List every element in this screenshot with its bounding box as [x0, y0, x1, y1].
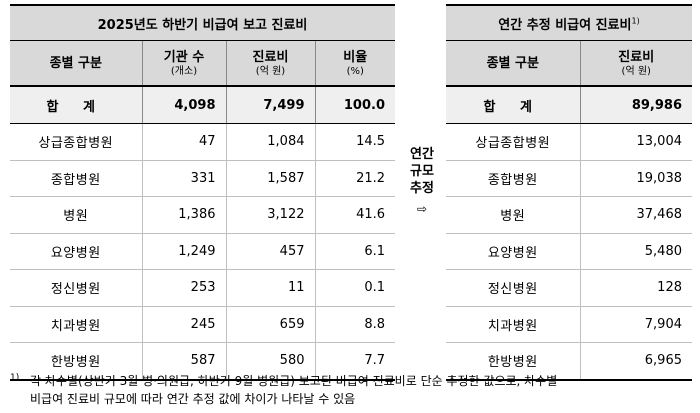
row-cost: 1,084: [225, 123, 315, 161]
table-row: 한방병원 587 580 7.7: [10, 342, 396, 381]
right-table-title: 연간 추정 비급여 진료비1): [446, 4, 692, 41]
table-row: 상급종합병원 47 1,084 14.5: [10, 123, 396, 161]
total-institutions: 4,098: [141, 86, 226, 124]
row-institutions: 47: [141, 123, 226, 161]
row-cost: 5,480: [579, 233, 692, 270]
table-row: 상급종합병원 13,004: [446, 123, 692, 161]
row-name: 상급종합병원: [10, 123, 142, 161]
footnote-ref: 1): [631, 16, 640, 26]
table-row: 요양병원 5,480: [446, 233, 692, 270]
total-cost: 7,499: [225, 86, 315, 124]
row-name: 한방병원: [446, 342, 580, 381]
header-institutions-label: 기관 수: [163, 49, 205, 65]
row-cost: 659: [225, 306, 315, 343]
right-total-row: 합 계 89,986: [446, 86, 692, 124]
row-ratio: 6.1: [314, 233, 396, 270]
table-row: 종합병원 19,038: [446, 160, 692, 197]
row-cost: 6,965: [579, 342, 692, 381]
right-arrow-icon: ⇨: [416, 202, 428, 216]
header-cost-unit: (억 원): [255, 65, 286, 77]
row-name: 치과병원: [446, 306, 580, 343]
header-institutions: 기관 수 (개소): [141, 40, 226, 87]
row-institutions: 253: [141, 269, 226, 307]
table-row: 요양병원 1,249 457 6.1: [10, 233, 396, 270]
row-cost: 128: [579, 269, 692, 307]
row-cost: 457: [225, 233, 315, 270]
row-name: 한방병원: [10, 342, 142, 381]
annual-label-line2: 규모: [410, 164, 434, 179]
half-year-cost-table: 2025년도 하반기 비급여 보고 진료비 종별 구분 기관 수 (개소) 진료…: [10, 4, 396, 381]
row-institutions: 331: [141, 160, 226, 197]
table-row: 한방병원 6,965: [446, 342, 692, 381]
table-row: 정신병원 128: [446, 269, 692, 307]
row-cost: 3,122: [225, 196, 315, 234]
right-table-title-text: 연간 추정 비급여 진료비: [498, 17, 632, 33]
row-cost: 13,004: [579, 123, 692, 161]
row-ratio: 8.8: [314, 306, 396, 343]
table-row: 정신병원 253 11 0.1: [10, 269, 396, 307]
annual-estimate-label: 연간 규모 추정 ⇨: [402, 146, 442, 218]
row-institutions: 1,249: [141, 233, 226, 270]
footnote-mark: 1): [10, 373, 20, 383]
table-row: 종합병원 331 1,587 21.2: [10, 160, 396, 197]
row-name: 종합병원: [10, 160, 142, 197]
footnote-line1: 각 차수별(상반기 3월 병·의원급, 하반기 9월 병원급) 보고된 비급여 …: [30, 374, 558, 388]
row-name: 종합병원: [446, 160, 580, 197]
row-name: 요양병원: [10, 233, 142, 270]
total-label: 합 계: [10, 86, 142, 124]
row-name: 병원: [10, 196, 142, 234]
row-name: 요양병원: [446, 233, 580, 270]
left-table-title: 2025년도 하반기 비급여 보고 진료비: [10, 4, 396, 41]
header-institutions-unit: (개소): [170, 65, 198, 77]
total-ratio: 100.0: [314, 86, 396, 124]
annual-label-line1: 연간: [410, 147, 434, 162]
row-ratio: 0.1: [314, 269, 396, 307]
row-institutions: 245: [141, 306, 226, 343]
row-cost: 1,587: [225, 160, 315, 197]
row-cost: 19,038: [579, 160, 692, 197]
right-header-cost: 진료비 (억 원): [579, 40, 692, 87]
right-total-label: 합 계: [446, 86, 580, 124]
footnote-line2: 비급여 진료비 규모에 따라 연간 추정 값에 차이가 나타날 수 있음: [30, 392, 356, 406]
total-row: 합 계 4,098 7,499 100.0: [10, 86, 396, 124]
annual-label-line3: 추정: [410, 181, 434, 196]
right-total-cost: 89,986: [579, 86, 692, 124]
row-institutions: 1,386: [141, 196, 226, 234]
header-cost: 진료비 (억 원): [225, 40, 315, 87]
row-name: 정신병원: [10, 269, 142, 307]
row-cost: 37,468: [579, 196, 692, 234]
row-name: 병원: [446, 196, 580, 234]
row-name: 정신병원: [446, 269, 580, 307]
annual-estimate-table: 연간 추정 비급여 진료비1) 종별 구분 진료비 (억 원) 합 계 89,9…: [446, 4, 692, 381]
row-name: 상급종합병원: [446, 123, 580, 161]
header-category: 종별 구분: [10, 40, 142, 87]
table-row: 병원 1,386 3,122 41.6: [10, 196, 396, 234]
row-ratio: 7.7: [314, 342, 396, 381]
row-cost: 580: [225, 342, 315, 381]
row-ratio: 21.2: [314, 160, 396, 197]
table-row: 치과병원 245 659 8.8: [10, 306, 396, 343]
row-cost: 11: [225, 269, 315, 307]
right-header-cost-unit: (억 원): [621, 65, 651, 77]
row-name: 치과병원: [10, 306, 142, 343]
row-institutions: 587: [141, 342, 226, 381]
row-ratio: 14.5: [314, 123, 396, 161]
row-cost: 7,904: [579, 306, 692, 343]
table-row: 치과병원 7,904: [446, 306, 692, 343]
right-header-cost-label: 진료비: [618, 49, 655, 65]
header-ratio-label: 비율: [343, 49, 368, 65]
header-ratio: 비율 (%): [314, 40, 396, 87]
footnote: 1) 각 차수별(상반기 3월 병·의원급, 하반기 9월 병원급) 보고된 비…: [10, 372, 692, 408]
row-ratio: 41.6: [314, 196, 396, 234]
table-row: 병원 37,468: [446, 196, 692, 234]
header-cost-label: 진료비: [252, 49, 289, 65]
header-ratio-unit: (%): [346, 65, 364, 77]
right-header-category: 종별 구분: [446, 40, 580, 87]
